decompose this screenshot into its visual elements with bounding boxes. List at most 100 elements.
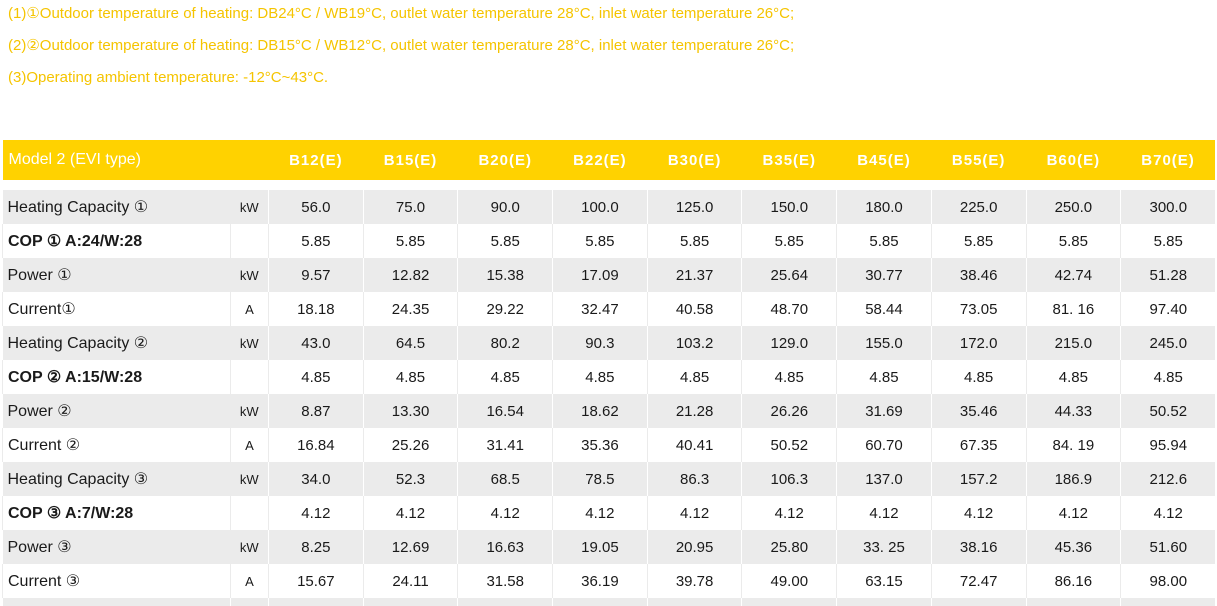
value-cell: 17.09: [552, 258, 648, 292]
value-cell: 97.40: [1120, 292, 1216, 326]
row-label: Current ③: [2, 564, 231, 598]
model-column-header: B12(E): [289, 151, 343, 169]
value-cell: 4.12: [1120, 496, 1216, 530]
value-cell: 63.15: [836, 564, 932, 598]
header-row: Model 2 (EVI type) B12(E) B15(E) B20(E) …: [2, 140, 1216, 180]
row-unit: A: [230, 428, 269, 462]
row-label: Current①: [2, 292, 231, 326]
note-1: (1)①Outdoor temperature of heating: DB24…: [8, 5, 795, 22]
model-column-header: B15(E): [383, 151, 438, 169]
value-cell: 19.05: [552, 530, 648, 564]
empty-cell: [268, 598, 364, 606]
value-cell: 51.60: [1120, 530, 1216, 564]
value-cell: 90.3: [552, 326, 648, 360]
value-cell: 31.41: [457, 428, 553, 462]
value-cell: 4.12: [362, 496, 458, 530]
value-cell: 5.85: [836, 224, 932, 258]
empty-cell: [646, 598, 742, 606]
value-cell: 49.00: [741, 564, 837, 598]
value-cell: 42.74: [1025, 258, 1121, 292]
notes-section: (1)①Outdoor temperature of heating: DB24…: [8, 5, 794, 101]
empty-cell: [230, 598, 269, 606]
value-cell: 5.85: [362, 224, 458, 258]
value-cell: 72.47: [930, 564, 1026, 598]
empty-cell: [457, 598, 553, 606]
value-cell: 186.9: [1025, 462, 1121, 496]
empty-cell: [930, 598, 1026, 606]
value-cell: 18.18: [268, 292, 364, 326]
table-row: Current① A 18.18 24.35 29.22 32.47 40.58 48.70 5…: [2, 292, 1216, 326]
value-cell: 12.69: [362, 530, 458, 564]
value-cell: 4.85: [1025, 360, 1121, 394]
value-cell: 16.63: [457, 530, 553, 564]
value-cell: 4.12: [646, 496, 742, 530]
table-row: Current ② A 16.84 25.26 31.41 35.36 40.41 50.52…: [2, 428, 1216, 462]
empty-cell: [1025, 598, 1121, 606]
value-cell: 43.0: [268, 326, 364, 360]
value-cell: 86.16: [1025, 564, 1121, 598]
row-unit: kW: [230, 258, 269, 292]
value-cell: 24.35: [362, 292, 458, 326]
value-cell: 20.95: [646, 530, 742, 564]
value-cell: 4.85: [741, 360, 837, 394]
value-cell: 180.0: [836, 190, 932, 224]
row-label: COP ② A:15/W:28: [2, 360, 231, 394]
table-row-partial: [2, 598, 1216, 606]
value-cell: 4.85: [1120, 360, 1216, 394]
table-row: Power ① kW 9.57 12.82 15.38 17.09 21.37 25.64 30…: [2, 258, 1216, 292]
value-cell: 45.36: [1025, 530, 1121, 564]
model-header: Model 2 (EVI type): [8, 151, 142, 168]
value-cell: 250.0: [1025, 190, 1121, 224]
row-unit: A: [230, 292, 269, 326]
value-cell: 4.12: [457, 496, 553, 530]
row-label: Power ①: [2, 258, 231, 292]
value-cell: 215.0: [1025, 326, 1121, 360]
value-cell: 9.57: [268, 258, 364, 292]
value-cell: 50.52: [741, 428, 837, 462]
value-cell: 13.30: [362, 394, 458, 428]
value-cell: 56.0: [268, 190, 364, 224]
value-cell: 4.85: [362, 360, 458, 394]
value-cell: 15.67: [268, 564, 364, 598]
value-cell: 84. 19: [1025, 428, 1121, 462]
value-cell: 4.12: [836, 496, 932, 530]
value-cell: 32.47: [552, 292, 648, 326]
value-cell: 5.85: [268, 224, 364, 258]
value-cell: 24.11: [362, 564, 458, 598]
value-cell: 4.12: [741, 496, 837, 530]
row-label: COP ① A:24/W:28: [2, 224, 231, 258]
row-unit: kW: [230, 326, 269, 360]
value-cell: 172.0: [930, 326, 1026, 360]
value-cell: 78.5: [552, 462, 648, 496]
value-cell: 44.33: [1025, 394, 1121, 428]
value-cell: 30.77: [836, 258, 932, 292]
note-2: (2)②Outdoor temperature of heating: DB15…: [8, 37, 795, 54]
table-row: COP ① A:24/W:28 5.85 5.85 5.85 5.85 5.85 5.85 5…: [2, 224, 1216, 258]
value-cell: 34.0: [268, 462, 364, 496]
value-cell: 81. 16: [1025, 292, 1121, 326]
value-cell: 4.12: [268, 496, 364, 530]
value-cell: 25.64: [741, 258, 837, 292]
row-unit: kW: [230, 462, 269, 496]
value-cell: 12.82: [362, 258, 458, 292]
empty-cell: [836, 598, 932, 606]
value-cell: 157.2: [930, 462, 1026, 496]
value-cell: 48.70: [741, 292, 837, 326]
value-cell: 212.6: [1120, 462, 1216, 496]
value-cell: 4.12: [930, 496, 1026, 530]
model-column-header: B20(E): [478, 151, 532, 169]
value-cell: 86.3: [646, 462, 742, 496]
model-column-header: B30(E): [667, 151, 722, 169]
empty-cell: [552, 598, 648, 606]
row-unit: [230, 224, 269, 258]
value-cell: 75.0: [362, 190, 458, 224]
value-cell: 95.94: [1120, 428, 1216, 462]
table-row: COP ② A:15/W:28 4.85 4.85 4.85 4.85 4.85 4.85 4…: [2, 360, 1216, 394]
value-cell: 80.2: [457, 326, 553, 360]
value-cell: 38.46: [930, 258, 1026, 292]
value-cell: 5.85: [552, 224, 648, 258]
table-row: Current ③ A 15.67 24.11 31.58 36.19 39.78 49.00…: [2, 564, 1216, 598]
value-cell: 90.0: [457, 190, 553, 224]
empty-cell: [362, 598, 458, 606]
row-unit: [230, 360, 269, 394]
